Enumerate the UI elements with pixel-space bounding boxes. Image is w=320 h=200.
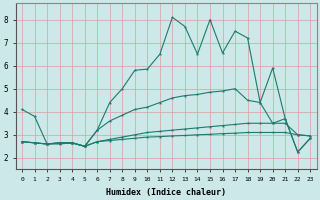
X-axis label: Humidex (Indice chaleur): Humidex (Indice chaleur): [106, 188, 226, 197]
